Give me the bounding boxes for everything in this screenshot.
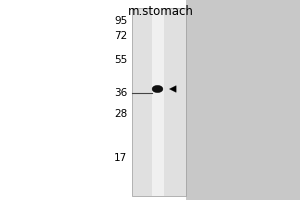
Text: 36: 36 [114, 88, 128, 98]
Text: 17: 17 [114, 153, 128, 163]
Text: 72: 72 [114, 31, 128, 41]
Ellipse shape [152, 85, 163, 93]
Bar [186, 0, 300, 200]
Text: m.stomach: m.stomach [128, 5, 194, 18]
Text: 95: 95 [114, 16, 128, 26]
Polygon shape [169, 86, 176, 92]
Bar [132, 8, 186, 196]
Text: 28: 28 [114, 109, 128, 119]
Text: 55: 55 [114, 55, 128, 65]
Bar [152, 8, 164, 196]
